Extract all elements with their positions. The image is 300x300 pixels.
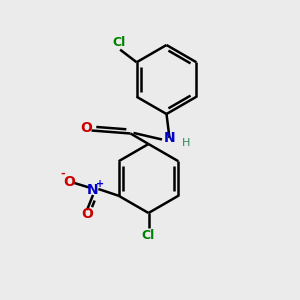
Text: N: N [87, 184, 99, 197]
Text: O: O [63, 175, 75, 188]
Text: H: H [182, 137, 190, 148]
Text: Cl: Cl [142, 229, 155, 242]
Text: +: + [96, 179, 105, 189]
Text: Cl: Cl [112, 36, 125, 49]
Text: O: O [81, 208, 93, 221]
Text: N: N [164, 131, 175, 145]
Text: O: O [80, 121, 92, 135]
Text: -: - [60, 169, 65, 179]
